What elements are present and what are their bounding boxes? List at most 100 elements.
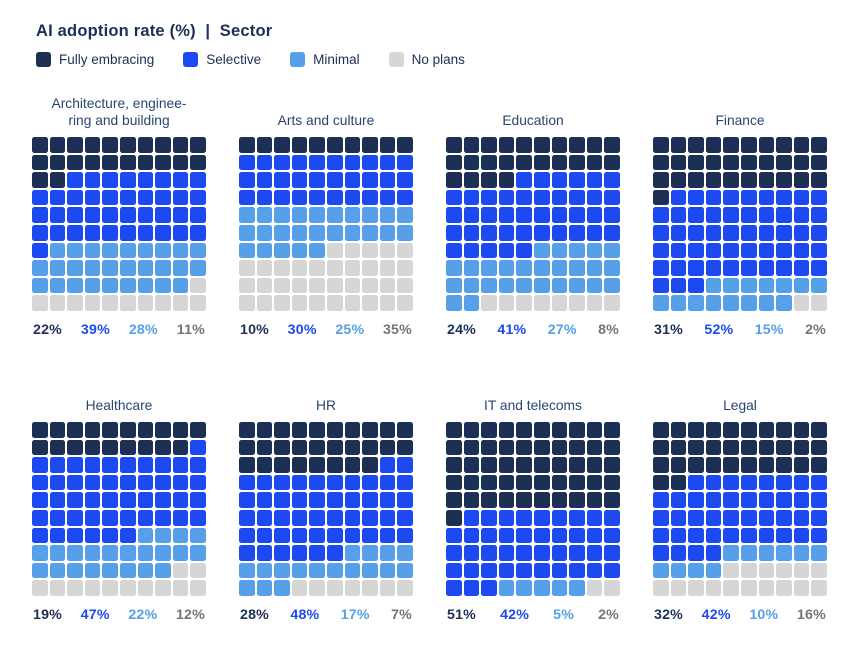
waffle-cell: [670, 422, 687, 438]
waffle-cell: [379, 422, 396, 438]
waffle-cell: [190, 545, 206, 561]
waffle-cell: [776, 225, 792, 241]
waffle-cell: [362, 562, 378, 579]
waffle-cell: [569, 207, 585, 223]
waffle-cell: [653, 242, 669, 259]
waffle-cell: [776, 189, 792, 206]
waffle-cell: [291, 422, 308, 438]
waffle-cell: [309, 260, 325, 276]
waffle-cell: [32, 172, 48, 188]
pct-no-plans: 11%: [176, 322, 205, 338]
waffle-cell: [155, 277, 171, 294]
waffle-cell: [137, 457, 154, 473]
waffle-cell: [586, 510, 603, 526]
waffle-cell: [309, 422, 325, 438]
waffle-cell: [362, 527, 378, 544]
waffle-cell: [688, 545, 704, 561]
waffle-cell: [463, 562, 480, 579]
waffle-cell: [463, 439, 480, 456]
waffle-cell: [291, 189, 308, 206]
waffle-cell: [446, 260, 462, 276]
waffle-cell: [379, 510, 396, 526]
waffle-cell: [84, 562, 101, 579]
waffle-cell: [397, 242, 413, 259]
waffle-cell: [327, 260, 343, 276]
waffle-cell: [172, 172, 189, 188]
waffle-cell: [758, 439, 775, 456]
waffle-cell: [776, 545, 792, 561]
waffle-cell: [481, 242, 497, 259]
waffle-cell: [741, 242, 757, 259]
waffle-cell: [604, 242, 620, 259]
waffle-cell: [274, 474, 290, 491]
sector-title: Finance: [715, 112, 765, 128]
waffle-cell: [172, 510, 189, 526]
waffle-cell: [120, 295, 136, 311]
waffle-cell: [688, 242, 704, 259]
waffle-cell: [274, 580, 290, 596]
waffle-cell: [67, 207, 83, 223]
waffle-cell: [256, 439, 273, 456]
waffle-cell: [516, 527, 532, 544]
waffle-cell: [723, 242, 739, 259]
pct-selective: 42%: [500, 607, 530, 623]
waffle-cell: [723, 527, 739, 544]
waffle-cell: [498, 510, 515, 526]
waffle-cell: [653, 545, 669, 561]
waffle-cell: [362, 225, 378, 241]
waffle-grid: [653, 137, 827, 311]
waffle-cell: [670, 474, 687, 491]
waffle-cell: [344, 527, 361, 544]
waffle-cell: [653, 154, 669, 171]
waffle-cell: [327, 510, 343, 526]
waffle-cell: [498, 457, 515, 473]
waffle-cell: [534, 492, 550, 508]
waffle-cell: [32, 457, 48, 473]
waffle-cell: [239, 172, 255, 188]
waffle-cell: [481, 527, 497, 544]
waffle-cell: [498, 154, 515, 171]
waffle-cell: [688, 510, 704, 526]
waffle-cell: [397, 137, 413, 153]
waffle-cell: [534, 172, 550, 188]
waffle-cell: [534, 562, 550, 579]
waffle-cell: [120, 492, 136, 508]
waffle-cell: [120, 457, 136, 473]
waffle-cell: [534, 474, 550, 491]
waffle-cell: [49, 562, 66, 579]
waffle-cell: [379, 189, 396, 206]
waffle-cell: [586, 492, 603, 508]
waffle-cell: [705, 474, 722, 491]
waffle-cell: [327, 545, 343, 561]
waffle-cell: [239, 580, 255, 596]
waffle-cell: [67, 492, 83, 508]
waffle-cell: [688, 474, 704, 491]
waffle-cell: [291, 225, 308, 241]
legend-label: Fully embracing: [59, 52, 155, 67]
waffle-cell: [811, 457, 827, 473]
waffle-cell: [49, 439, 66, 456]
waffle-chart-architecture-enginee-ring-and-building: Architecture, enginee- ring and building…: [32, 89, 206, 338]
waffle-cell: [120, 562, 136, 579]
waffle-cell: [569, 260, 585, 276]
waffle-cell: [569, 225, 585, 241]
waffle-cell: [362, 580, 378, 596]
waffle-cell: [256, 137, 273, 153]
waffle-cell: [811, 137, 827, 153]
waffle-cell: [379, 260, 396, 276]
waffle-cell: [239, 492, 255, 508]
waffle-cell: [397, 545, 413, 561]
waffle-cell: [327, 277, 343, 294]
waffle-cell: [327, 242, 343, 259]
waffle-cell: [534, 295, 550, 311]
waffle-cell: [137, 277, 154, 294]
waffle-cell: [344, 154, 361, 171]
waffle-cell: [67, 422, 83, 438]
waffle-cell: [67, 137, 83, 153]
waffle-cell: [758, 422, 775, 438]
waffle-cell: [811, 422, 827, 438]
waffle-cell: [446, 510, 462, 526]
waffle-cell: [705, 492, 722, 508]
waffle-cell: [741, 439, 757, 456]
waffle-cell: [84, 422, 101, 438]
